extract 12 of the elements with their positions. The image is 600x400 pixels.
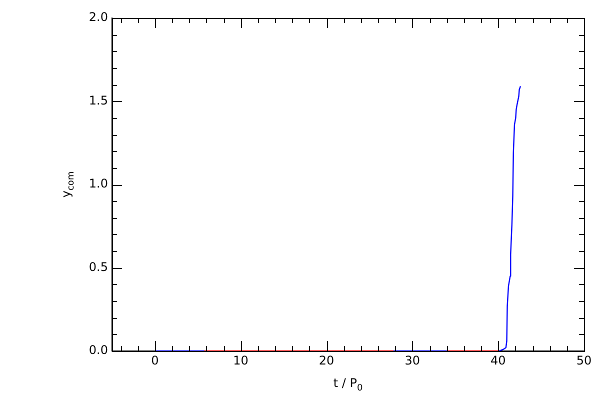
x-tick-label: 0 <box>151 353 159 368</box>
x-tick-label: 20 <box>318 353 334 368</box>
x-tick-label: 40 <box>490 353 506 368</box>
x-tick-label: 30 <box>404 353 420 368</box>
y-tick-label: 1.5 <box>88 93 108 108</box>
x-tick-label: 50 <box>576 353 592 368</box>
y-tick-label: 0.0 <box>88 343 108 358</box>
x-tick-label: 10 <box>233 353 248 368</box>
y-tick-label: 2.0 <box>88 10 108 24</box>
y-axis-title: ycom <box>59 171 76 198</box>
y-tick-label: 0.5 <box>88 260 108 274</box>
y-tick-label: 1.0 <box>88 176 108 191</box>
